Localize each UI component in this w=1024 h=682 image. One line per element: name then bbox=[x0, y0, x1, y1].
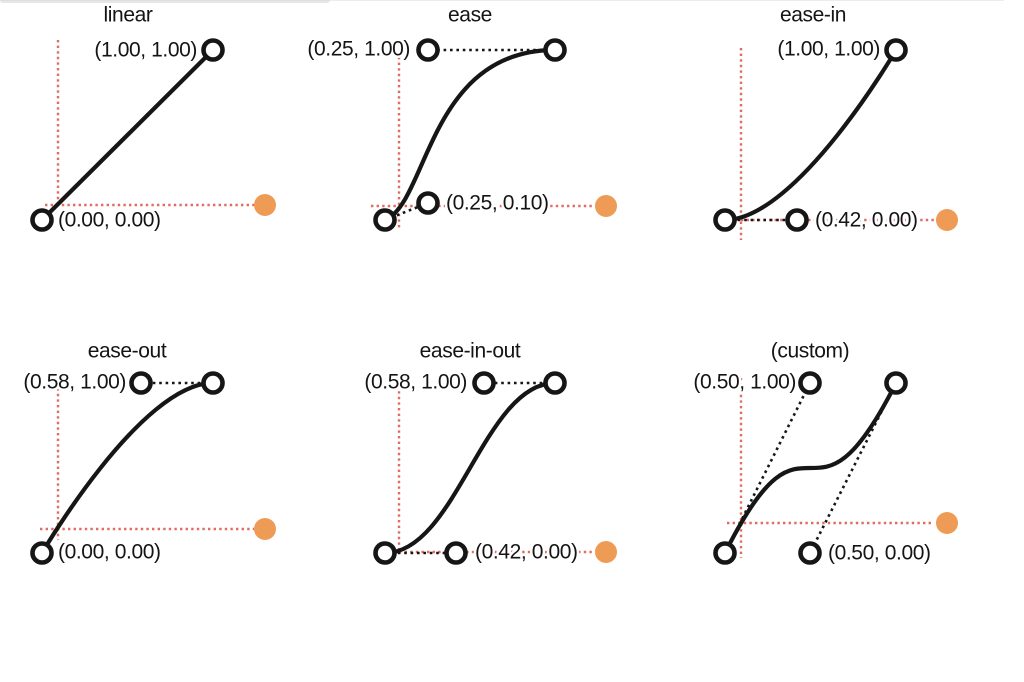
control-point-circle bbox=[373, 208, 397, 232]
coordinate-label: (0.25, 1.00) bbox=[307, 38, 410, 61]
control-point-circle bbox=[884, 371, 908, 395]
bezier-curve bbox=[382, 380, 558, 556]
coordinate-label: (0.42, 0.00) bbox=[475, 541, 578, 564]
coordinate-label: (1.00, 1.00) bbox=[777, 38, 880, 61]
panel-title: ease-out bbox=[88, 340, 167, 363]
animated-progress-dot bbox=[595, 195, 617, 217]
coordinate-label: (0.00, 0.00) bbox=[58, 209, 161, 232]
coordinate-label: (0.42, 0.00) bbox=[815, 209, 918, 232]
control-point-circle bbox=[30, 208, 54, 232]
control-point-circle bbox=[201, 371, 225, 395]
coordinate-label: (1.00, 1.00) bbox=[94, 39, 197, 62]
control-point-circle bbox=[543, 38, 567, 62]
panel-title: linear bbox=[104, 4, 153, 27]
bezier-curve bbox=[722, 47, 899, 223]
panel-custom: (0.50, 1.00) (0.50, 0.00) (custom) bbox=[691, 337, 958, 567]
panel-ease-in: (1.00, 1.00) (0.42, 0.00) ease-in bbox=[713, 1, 958, 240]
panel-title: ease bbox=[448, 4, 492, 27]
gif-edge-artifact bbox=[0, 0, 330, 3]
control-point-circle bbox=[416, 191, 440, 215]
control-point-circle bbox=[713, 541, 737, 565]
control-point-circle bbox=[798, 541, 822, 565]
panel-title: ease-in bbox=[780, 4, 846, 27]
animated-progress-dot bbox=[595, 541, 617, 563]
bezier-curve bbox=[39, 47, 216, 223]
coordinate-label: (0.50, 1.00) bbox=[693, 371, 796, 394]
control-point-circle bbox=[30, 541, 54, 565]
panel-ease-in-out: (0.58, 1.00) (0.42, 0.00) ease-in-out bbox=[362, 337, 617, 566]
panel-title: (custom) bbox=[771, 340, 849, 363]
animated-progress-dot bbox=[254, 518, 276, 540]
animated-progress-dot bbox=[936, 209, 958, 231]
panel-title: ease-in-out bbox=[420, 340, 521, 363]
coordinate-label: (0.58, 1.00) bbox=[364, 371, 467, 394]
gif-edge-hairline bbox=[0, 0, 1004, 1]
control-point-circle bbox=[472, 371, 496, 395]
control-point-circle bbox=[201, 38, 225, 62]
panel-ease-out: (0.58, 1.00) (0.00, 0.00) ease-out bbox=[21, 337, 276, 566]
animated-progress-dot bbox=[254, 194, 276, 216]
control-point-circle bbox=[798, 371, 822, 395]
bezier-curve bbox=[39, 380, 216, 556]
control-point-circle bbox=[543, 371, 567, 395]
control-point-circle bbox=[129, 371, 153, 395]
coordinate-label: (0.25, 0.10) bbox=[446, 192, 549, 215]
coordinate-label: (0.50, 0.00) bbox=[828, 542, 931, 565]
control-point-circle bbox=[884, 38, 908, 62]
control-point-circle bbox=[373, 541, 397, 565]
coordinate-label: (0.00, 0.00) bbox=[58, 541, 161, 564]
animated-progress-dot bbox=[936, 512, 958, 534]
control-point-circle bbox=[713, 208, 737, 232]
coordinate-label: (0.58, 1.00) bbox=[23, 371, 126, 394]
panel-linear: (1.00, 1.00) (0.00, 0.00) linear bbox=[30, 1, 276, 234]
bezier-curve bbox=[382, 47, 558, 223]
control-point-circle bbox=[416, 38, 440, 62]
control-point-circle bbox=[444, 541, 468, 565]
panel-ease: (0.25, 1.00) (0.25, 0.10) ease bbox=[305, 1, 617, 232]
bezier-curve bbox=[722, 380, 899, 556]
control-point-circle bbox=[785, 208, 809, 232]
